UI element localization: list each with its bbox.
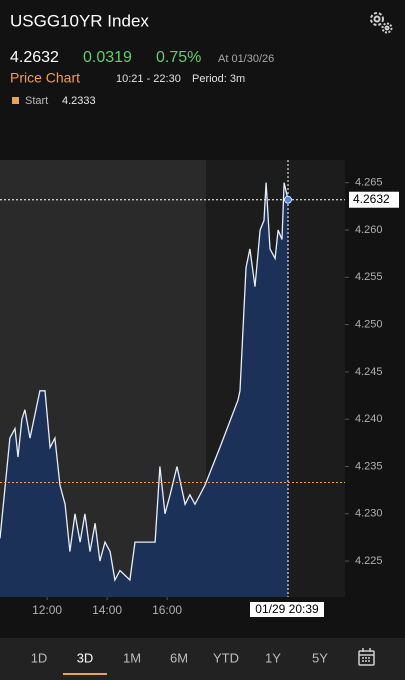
as-of: At 01/30/26 — [218, 53, 274, 65]
tab-underline — [63, 673, 107, 675]
calendar-icon[interactable] — [358, 648, 375, 666]
settings-icon[interactable] — [370, 12, 393, 34]
price-line — [0, 182, 289, 582]
tab[interactable]: 1Y — [265, 650, 281, 665]
crosshair-label-box — [250, 602, 324, 617]
y-tick-label: 4.235 — [355, 460, 383, 472]
tab[interactable]: 1M — [123, 650, 141, 665]
y-tick-label: 4.265 — [355, 177, 383, 189]
plot: 4.225 4.230 4.235 4.240 4.245 4.250 4.255 4.260… — [0, 160, 399, 617]
tabs: 1D 3D 1M 6M YTD 1Y 5Y — [31, 650, 328, 675]
time-range: 10:21 - 22:30 — [116, 73, 181, 85]
legend-name: Start — [25, 95, 48, 107]
y-tick-label: 4.250 — [355, 318, 383, 330]
last-point — [284, 195, 292, 204]
tab[interactable]: YTD — [213, 650, 239, 665]
area-fill — [0, 182, 288, 597]
y-tick-label: 4.225 — [355, 555, 383, 567]
legend-value: 4.2333 — [62, 95, 96, 107]
y-tick-label: 4.240 — [355, 413, 383, 425]
change: 0.0319 — [83, 49, 132, 66]
x-tick-label: 12:00 — [32, 603, 62, 617]
tab-bar — [0, 638, 405, 680]
y-tick-label: 4.230 — [355, 508, 383, 520]
y-tick-label: 4.260 — [355, 224, 383, 236]
period: Period: 3m — [192, 73, 245, 85]
last-label-box — [349, 191, 399, 208]
crosshair-label: 01/29 20:39 — [255, 602, 319, 616]
x-tick-label: 14:00 — [92, 603, 122, 617]
tab[interactable]: 1D — [31, 650, 48, 665]
change-pct: 0.75% — [156, 49, 201, 66]
title: USGG10YR Index — [10, 11, 149, 30]
tab[interactable]: 5Y — [312, 650, 328, 665]
y-tick-label: 4.245 — [355, 366, 383, 378]
last-price: 4.2632 — [10, 49, 59, 66]
legend-swatch — [12, 97, 19, 104]
last-label: 4.2632 — [353, 192, 390, 206]
tab[interactable]: 6M — [170, 650, 188, 665]
x-tick-label: 16:00 — [152, 603, 182, 617]
tab[interactable]: 3D — [77, 650, 94, 665]
chart-label: Price Chart — [10, 70, 80, 86]
y-tick-label: 4.255 — [355, 271, 383, 283]
